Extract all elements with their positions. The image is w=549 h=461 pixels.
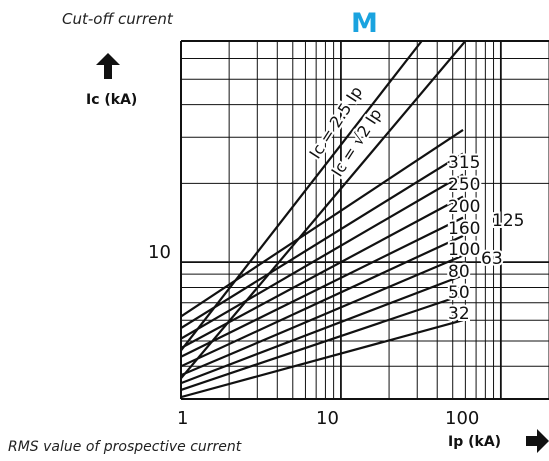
series-line [181, 234, 464, 368]
series-label: 100 [448, 240, 480, 260]
series-label: 200 [448, 197, 480, 217]
x-axis-label: Ip (kA) [448, 434, 502, 450]
product-badge: M [351, 8, 378, 39]
prospective-current-caption: RMS value of prospective current [8, 439, 242, 455]
series-line [181, 41, 423, 352]
series-line [181, 293, 464, 391]
series-label: 315 [448, 153, 480, 173]
series-label: 80 [448, 262, 470, 282]
x-tick-label: 1 [177, 408, 188, 429]
series-line [181, 319, 464, 399]
y-tick-label: 10 [148, 242, 171, 263]
arrow-right-icon [526, 429, 549, 453]
cutoff-current-caption: Cut-off current [62, 10, 173, 28]
x-tick-label: 10 [316, 408, 339, 429]
series-label: 63 [481, 249, 503, 269]
series-line [181, 173, 464, 340]
y-axis-label: Ic (kA) [86, 92, 138, 108]
series-label: 50 [448, 283, 470, 303]
series-line [181, 274, 464, 385]
series-line [181, 152, 464, 329]
series-line [181, 195, 464, 349]
series-label: 160 [448, 219, 480, 239]
x-tick-label: 100 [445, 408, 479, 429]
series-line [181, 129, 464, 318]
series-line [181, 216, 464, 358]
series-label: 32 [448, 304, 470, 324]
series-label: 125 [492, 211, 524, 231]
series-line [181, 254, 464, 377]
arrow-up-icon [96, 53, 120, 79]
series-label: 250 [448, 175, 480, 195]
